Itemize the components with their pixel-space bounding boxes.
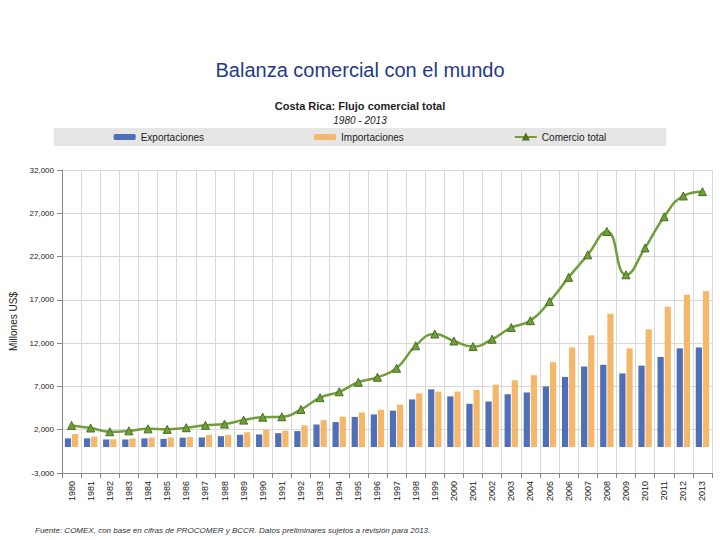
svg-text:2007: 2007: [583, 481, 593, 501]
svg-text:7,000: 7,000: [34, 382, 55, 391]
svg-text:1997: 1997: [392, 481, 402, 501]
svg-text:1994: 1994: [334, 481, 344, 501]
svg-text:1988: 1988: [220, 481, 230, 501]
svg-text:2001: 2001: [468, 481, 478, 501]
svg-text:2008: 2008: [602, 481, 612, 501]
svg-text:1984: 1984: [143, 481, 153, 501]
svg-text:1991: 1991: [277, 481, 287, 501]
svg-text:2011: 2011: [659, 481, 669, 500]
svg-text:Exportaciones: Exportaciones: [141, 132, 204, 143]
svg-text:22,000: 22,000: [30, 252, 55, 261]
svg-text:2010: 2010: [640, 481, 650, 501]
svg-text:1987: 1987: [200, 481, 210, 501]
svg-text:1992: 1992: [296, 481, 306, 501]
svg-text:Millones US$: Millones US$: [8, 292, 19, 351]
svg-text:1980: 1980: [67, 481, 77, 501]
svg-text:2004: 2004: [525, 481, 535, 501]
svg-text:Costa Rica: Flujo comercial to: Costa Rica: Flujo comercial total: [275, 100, 446, 112]
svg-text:1996: 1996: [372, 481, 382, 501]
svg-text:-3,000: -3,000: [31, 469, 54, 478]
svg-text:2012: 2012: [678, 481, 688, 501]
svg-text:2000: 2000: [449, 481, 459, 501]
svg-text:1981: 1981: [86, 481, 96, 501]
svg-text:32,000: 32,000: [30, 166, 55, 175]
svg-text:1982: 1982: [105, 481, 115, 501]
svg-text:2,000: 2,000: [34, 425, 55, 434]
svg-text:2009: 2009: [621, 481, 631, 501]
svg-text:1980 - 2013: 1980 - 2013: [333, 115, 387, 126]
svg-text:1995: 1995: [353, 481, 363, 501]
svg-text:Comercio total: Comercio total: [542, 132, 606, 143]
svg-text:Fuente: COMEX, con base en cif: Fuente: COMEX, con base en cifras de PRO…: [35, 526, 430, 535]
svg-text:1983: 1983: [124, 481, 134, 501]
svg-text:1986: 1986: [181, 481, 191, 501]
svg-text:2006: 2006: [564, 481, 574, 501]
svg-text:17,000: 17,000: [30, 295, 55, 304]
svg-text:12,000: 12,000: [30, 339, 55, 348]
svg-text:2003: 2003: [506, 481, 516, 501]
svg-text:1989: 1989: [239, 481, 249, 501]
svg-text:27,000: 27,000: [30, 209, 55, 218]
svg-text:2013: 2013: [697, 481, 707, 501]
svg-text:Balanza comercial con el mundo: Balanza comercial con el mundo: [215, 59, 504, 81]
svg-text:1985: 1985: [162, 481, 172, 501]
svg-text:2002: 2002: [487, 481, 497, 501]
svg-text:1998: 1998: [411, 481, 421, 501]
svg-text:Importaciones: Importaciones: [341, 132, 404, 143]
svg-text:1993: 1993: [315, 481, 325, 501]
svg-text:1999: 1999: [430, 481, 440, 501]
svg-text:2005: 2005: [545, 481, 555, 501]
svg-text:1990: 1990: [258, 481, 268, 501]
